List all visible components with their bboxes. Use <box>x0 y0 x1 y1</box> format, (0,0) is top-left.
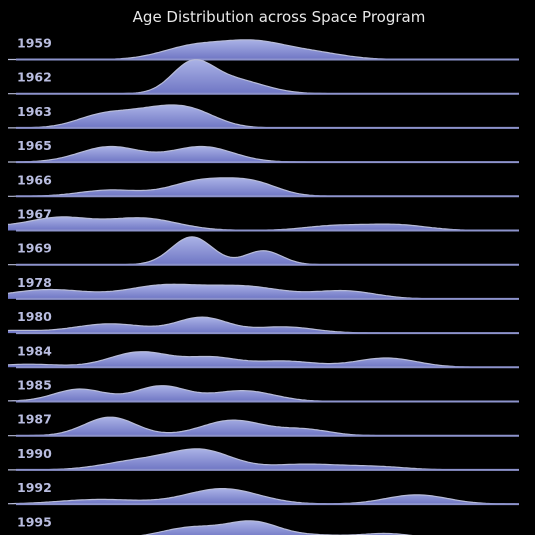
year-label-1987: 1987 <box>17 412 52 427</box>
ridge-row-1969: 1969 <box>8 236 519 266</box>
ridges-group: 1959 1962 1963 1965 1966 1967 1969 1978 1980 1984… <box>7 36 519 535</box>
ridge-outline-1995 <box>140 520 413 535</box>
ridge-area-1984 <box>8 351 519 368</box>
ridge-area-1990 <box>8 448 519 470</box>
ridge-row-1962: 1962 <box>8 59 519 95</box>
ridge-row-1992: 1992 <box>8 480 519 506</box>
ridge-area-1959 <box>8 39 519 60</box>
year-label-1985: 1985 <box>17 378 52 393</box>
ridge-row-1984: 1984 <box>7 343 519 369</box>
ridge-area-1985 <box>8 385 519 402</box>
ridge-row-1985: 1985 <box>8 378 519 403</box>
year-label-1965: 1965 <box>17 138 52 153</box>
ridge-row-1980: 1980 <box>7 309 519 335</box>
ridge-area-1978 <box>8 284 519 299</box>
ridge-row-1978: 1978 <box>7 275 519 300</box>
year-label-1995: 1995 <box>17 514 52 529</box>
ridge-outline-1992 <box>8 488 519 505</box>
ridge-area-1966 <box>8 177 519 197</box>
year-label-1967: 1967 <box>17 207 52 222</box>
year-label-1962: 1962 <box>17 70 52 85</box>
ridge-area-1980 <box>8 317 519 334</box>
year-label-1980: 1980 <box>17 309 52 324</box>
ridge-row-1995: 1995 <box>17 514 413 535</box>
ridge-row-1967: 1967 <box>7 207 519 232</box>
chart-title: Age Distribution across Space Program <box>133 8 426 26</box>
ridge-area-1987 <box>8 417 519 436</box>
ridge-row-1987: 1987 <box>8 412 519 437</box>
ridge-area-1967 <box>8 216 519 231</box>
ridge-area-1995 <box>144 520 408 535</box>
ridge-row-1965: 1965 <box>8 138 519 164</box>
year-label-1978: 1978 <box>17 275 52 290</box>
ridge-row-1990: 1990 <box>8 446 519 471</box>
ridge-row-1966: 1966 <box>8 172 519 198</box>
ridge-outline-1984 <box>7 351 519 368</box>
year-label-1992: 1992 <box>17 480 52 495</box>
year-label-1959: 1959 <box>17 36 52 51</box>
year-label-1969: 1969 <box>17 241 52 256</box>
year-label-1966: 1966 <box>17 172 52 187</box>
ridge-row-1963: 1963 <box>8 104 519 129</box>
ridge-row-1959: 1959 <box>8 36 519 61</box>
ridge-area-1965 <box>8 146 519 163</box>
year-label-1984: 1984 <box>17 343 52 358</box>
year-label-1963: 1963 <box>17 104 52 119</box>
year-label-1990: 1990 <box>17 446 52 461</box>
ridge-area-1962 <box>8 59 519 94</box>
ridge-area-1963 <box>8 105 519 128</box>
